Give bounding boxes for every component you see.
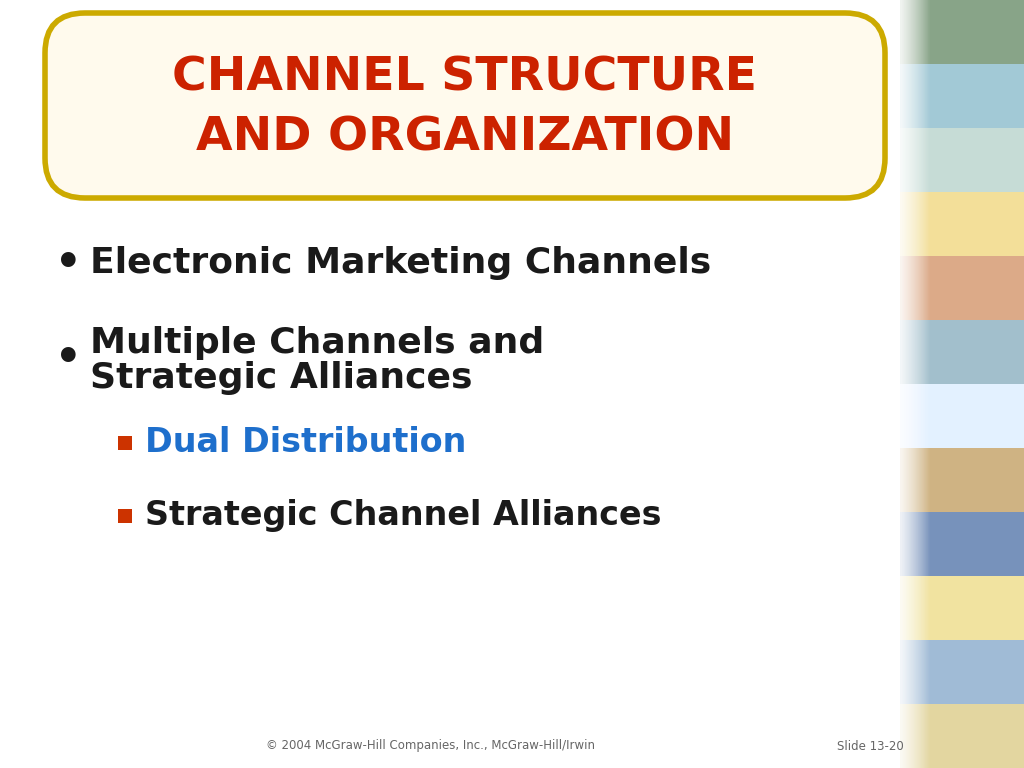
Text: © 2004 McGraw-Hill Companies, Inc., McGraw-Hill/Irwin: © 2004 McGraw-Hill Companies, Inc., McGr… <box>265 740 595 753</box>
Text: AND ORGANIZATION: AND ORGANIZATION <box>196 115 734 161</box>
Bar <box>900 576 1024 640</box>
Bar <box>900 512 1024 576</box>
Bar <box>900 384 1024 448</box>
Bar <box>900 256 1024 320</box>
Text: •: • <box>54 337 81 379</box>
FancyBboxPatch shape <box>118 436 132 450</box>
Text: Dual Distribution: Dual Distribution <box>145 426 466 459</box>
Bar <box>900 192 1024 256</box>
Text: CHANNEL STRUCTURE: CHANNEL STRUCTURE <box>172 55 758 101</box>
Bar <box>900 128 1024 192</box>
Text: •: • <box>54 242 81 284</box>
Bar <box>900 64 1024 128</box>
Bar <box>900 0 1024 64</box>
Text: Multiple Channels and: Multiple Channels and <box>90 326 544 360</box>
Text: Electronic Marketing Channels: Electronic Marketing Channels <box>90 246 712 280</box>
Bar <box>900 704 1024 768</box>
Bar <box>900 320 1024 384</box>
Text: Strategic Alliances: Strategic Alliances <box>90 361 472 395</box>
FancyBboxPatch shape <box>118 509 132 523</box>
Bar <box>900 640 1024 704</box>
Bar <box>900 448 1024 512</box>
Text: Slide 13-20: Slide 13-20 <box>837 740 903 753</box>
Text: Strategic Channel Alliances: Strategic Channel Alliances <box>145 499 662 532</box>
FancyBboxPatch shape <box>45 13 885 198</box>
